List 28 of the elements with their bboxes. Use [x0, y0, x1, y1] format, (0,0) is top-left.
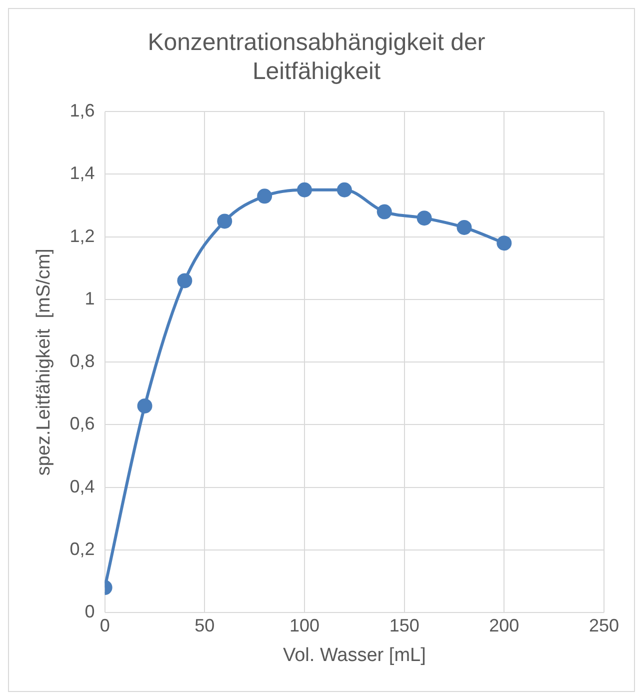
- point: [416, 210, 432, 226]
- y-axis-title: spez.Leitfähigkeit [mS/cm]: [34, 248, 55, 476]
- point: [336, 182, 352, 198]
- x-tick-label: 250: [588, 615, 620, 636]
- y-tick-label: 1: [84, 288, 95, 308]
- y-tick-label: 1,2: [70, 226, 95, 246]
- x-tick-label: 150: [389, 615, 420, 636]
- y-tick-label: 0,2: [70, 538, 95, 559]
- y-tick-label: 0,6: [70, 414, 95, 434]
- x-tick-label: 100: [289, 615, 320, 636]
- point: [296, 182, 312, 198]
- x-tick-label: 200: [489, 615, 520, 636]
- x-axis-title: Vol. Wasser [mL]: [282, 644, 426, 666]
- y-tick-label: 0,8: [70, 351, 95, 372]
- chart-title: Konzentrationsabhängigkeit der Leitfähigkeit: [148, 29, 486, 85]
- point: [257, 188, 272, 204]
- y-tick-label: 1,6: [70, 100, 95, 121]
- point: [376, 204, 392, 220]
- point: [137, 398, 152, 414]
- x-tick-label: 50: [194, 615, 215, 636]
- point: [456, 220, 472, 235]
- x-tick-label: 0: [100, 615, 110, 636]
- y-tick-label: 0,4: [70, 476, 95, 496]
- point: [217, 214, 232, 229]
- point: [177, 273, 192, 288]
- y-tick-label: 0: [84, 602, 95, 622]
- y-tick-label: 1,4: [70, 163, 95, 184]
- point: [496, 236, 512, 251]
